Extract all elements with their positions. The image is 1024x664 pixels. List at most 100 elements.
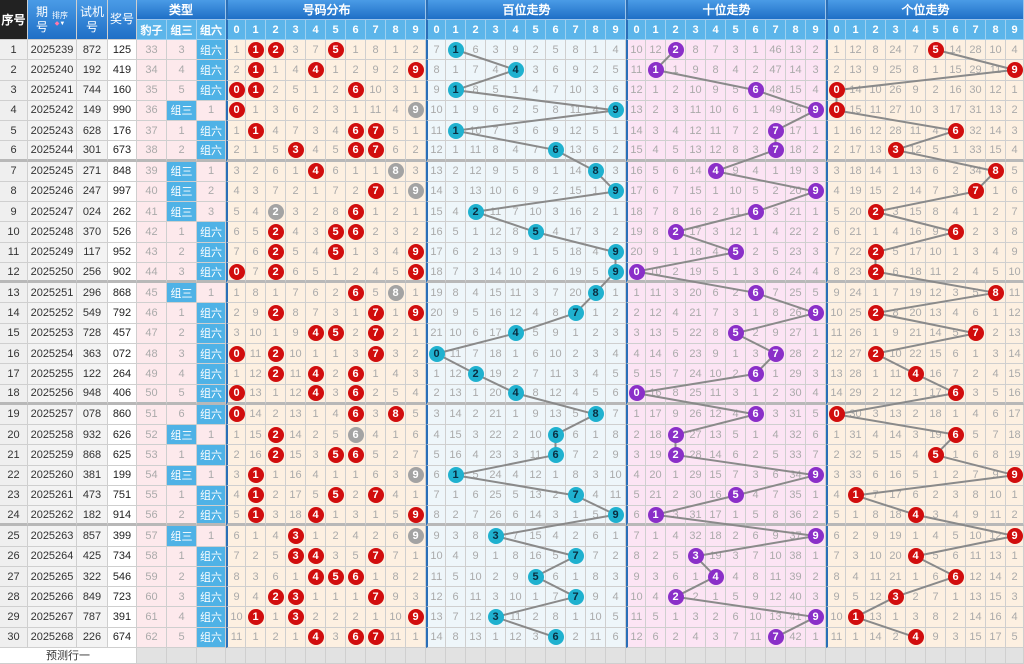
predict-cell[interactable] bbox=[446, 647, 466, 664]
miss-count: 10 bbox=[249, 327, 262, 340]
predict-cell[interactable] bbox=[306, 647, 326, 664]
predict-cell[interactable] bbox=[906, 647, 926, 664]
miss-count: 6 bbox=[233, 226, 240, 239]
predict-cell[interactable] bbox=[626, 647, 646, 664]
predict-cell[interactable] bbox=[466, 647, 486, 664]
predict-cell[interactable] bbox=[226, 647, 246, 664]
predict-cell[interactable] bbox=[246, 647, 266, 664]
ge-cell: 33 bbox=[846, 465, 866, 486]
dist-cell: 8 bbox=[226, 566, 246, 588]
miss-count: 7 bbox=[932, 590, 939, 603]
predict-cell[interactable] bbox=[606, 647, 626, 664]
predict-cell[interactable] bbox=[726, 647, 746, 664]
predict-cell[interactable] bbox=[806, 647, 826, 664]
row-zu3-miss: 4 bbox=[167, 607, 197, 628]
miss-count: 1 bbox=[592, 428, 599, 441]
ge-cell: 25 bbox=[846, 303, 866, 324]
dist-cell: 3 bbox=[286, 526, 306, 547]
predict-cell[interactable] bbox=[886, 647, 906, 664]
predict-cell[interactable] bbox=[506, 647, 526, 664]
header-issue[interactable]: 期号排序 ◆▼ bbox=[28, 0, 77, 40]
miss-count: 2 bbox=[952, 469, 959, 482]
predict-cell[interactable] bbox=[386, 647, 406, 664]
sort-button[interactable]: 排序 ◆▼ bbox=[52, 11, 68, 29]
miss-count: 24 bbox=[849, 286, 862, 299]
dist-ball: 2 bbox=[267, 305, 284, 322]
predict-cell[interactable] bbox=[197, 647, 226, 664]
predict-cell[interactable] bbox=[286, 647, 306, 664]
predict-cell[interactable] bbox=[586, 647, 606, 664]
predict-cell[interactable] bbox=[326, 647, 346, 664]
miss-count: 7 bbox=[712, 43, 719, 56]
miss-count: 19 bbox=[489, 367, 502, 380]
shi-cell: 20 bbox=[626, 242, 646, 263]
predict-cell[interactable] bbox=[786, 647, 806, 664]
miss-count: 5 bbox=[392, 265, 399, 278]
predict-cell[interactable] bbox=[686, 647, 706, 664]
shi-ball: 4 bbox=[707, 163, 724, 180]
predict-cell[interactable] bbox=[167, 647, 197, 664]
miss-count: 2 bbox=[233, 63, 240, 76]
bai-cell: 4 bbox=[586, 485, 606, 507]
predict-cell[interactable] bbox=[846, 647, 866, 664]
bai-cell: 11 bbox=[486, 202, 506, 223]
miss-count: 13 bbox=[689, 143, 702, 156]
ge-cell: 2 bbox=[866, 262, 886, 284]
ge-cell: 15 bbox=[846, 100, 866, 122]
dist-cell: 9 bbox=[406, 506, 426, 527]
predict-cell[interactable] bbox=[866, 647, 886, 664]
miss-count: 6 bbox=[572, 428, 579, 441]
miss-count: 3 bbox=[452, 530, 459, 542]
shi-cell: 4 bbox=[806, 384, 826, 405]
predict-cell[interactable] bbox=[666, 647, 686, 664]
bai-cell: 10 bbox=[506, 262, 526, 284]
shi-cell: 38 bbox=[786, 546, 806, 567]
predict-cell[interactable] bbox=[566, 647, 586, 664]
row-seq: 29 bbox=[0, 607, 28, 628]
dist-cell: 1 bbox=[266, 607, 286, 628]
miss-count: 10 bbox=[630, 590, 643, 603]
predict-cell[interactable] bbox=[426, 647, 446, 664]
predict-cell[interactable] bbox=[946, 647, 966, 664]
predict-cell[interactable] bbox=[966, 647, 986, 664]
bai-cell: 1 bbox=[466, 384, 486, 405]
ge-cell: 8 bbox=[986, 445, 1006, 466]
miss-count: 26 bbox=[689, 408, 702, 421]
predict-cell[interactable] bbox=[526, 647, 546, 664]
predict-cell[interactable] bbox=[406, 647, 426, 664]
miss-count: 5 bbox=[612, 611, 619, 624]
predict-cell[interactable] bbox=[366, 647, 386, 664]
predict-cell[interactable] bbox=[346, 647, 366, 664]
predict-cell[interactable] bbox=[546, 647, 566, 664]
predict-cell[interactable] bbox=[266, 647, 286, 664]
predict-cell[interactable] bbox=[646, 647, 666, 664]
ge-cell: 16 bbox=[1006, 384, 1024, 405]
ge-cell: 14 bbox=[866, 627, 886, 648]
predict-cell[interactable] bbox=[706, 647, 726, 664]
predict-cell[interactable] bbox=[766, 647, 786, 664]
ge-cell: 18 bbox=[846, 161, 866, 182]
dist-cell: 5 bbox=[266, 141, 286, 162]
predict-cell[interactable] bbox=[826, 647, 846, 664]
miss-count: 1 bbox=[472, 387, 479, 400]
shi-cell: 4 bbox=[746, 485, 766, 507]
predict-cell[interactable] bbox=[926, 647, 946, 664]
bai-ball: 4 bbox=[507, 325, 524, 342]
row-zu3-miss: 1 bbox=[167, 121, 197, 142]
miss-count: 20 bbox=[889, 550, 902, 563]
bai-cell: 5 bbox=[586, 506, 606, 527]
ge-cell: 9 bbox=[1006, 60, 1024, 81]
miss-count: 5 bbox=[372, 286, 379, 299]
predict-cell[interactable] bbox=[986, 647, 1006, 664]
predict-cell[interactable] bbox=[486, 647, 506, 664]
predict-cell[interactable] bbox=[1006, 647, 1024, 664]
dist-ball: 9 bbox=[407, 305, 424, 322]
dist-cell: 5 bbox=[306, 262, 326, 284]
shi-cell: 9 bbox=[626, 566, 646, 588]
bai-cell: 15 bbox=[446, 425, 466, 446]
predict-cell[interactable] bbox=[137, 647, 167, 664]
predict-cell[interactable] bbox=[746, 647, 766, 664]
bai-cell: 1 bbox=[486, 546, 506, 567]
miss-count: 5 bbox=[672, 143, 679, 156]
header-ge-digit-6: 6 bbox=[946, 20, 966, 40]
